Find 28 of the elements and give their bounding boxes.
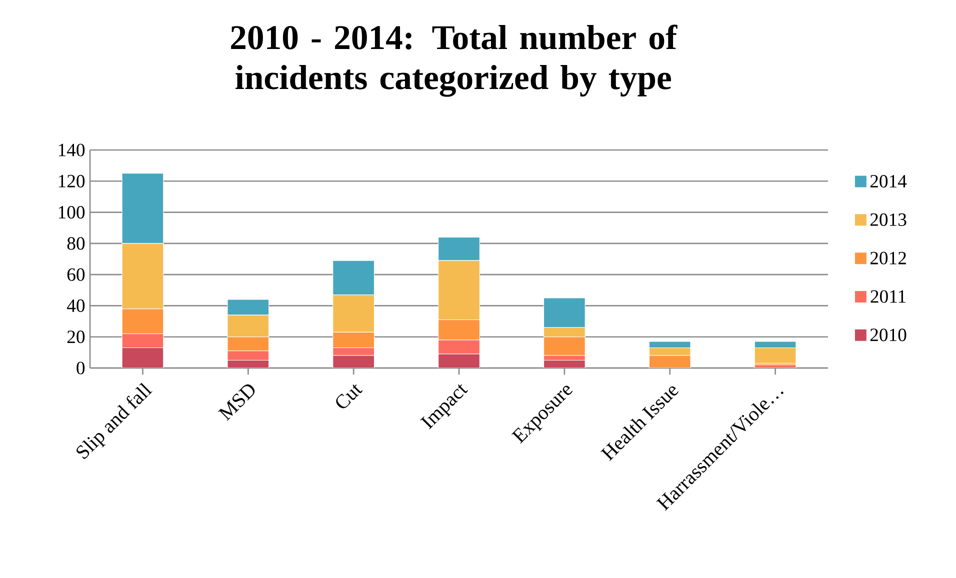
chart-title: 2010 - 2014: Total number of incidents categorized by type xyxy=(231,24,678,97)
y-tick-label: 120 xyxy=(58,174,85,188)
bar xyxy=(543,336,586,356)
legend-label: 2013 xyxy=(870,213,906,226)
y-tick-label: 0 xyxy=(76,362,85,374)
bar xyxy=(227,350,270,360)
y-tick-label: 60 xyxy=(67,268,85,281)
x-tick-label: Slip and fall xyxy=(76,382,152,460)
bar xyxy=(332,332,375,348)
legend-label: 2012 xyxy=(870,252,906,264)
y-tick-label: 100 xyxy=(58,206,85,219)
bar xyxy=(227,336,270,352)
bar xyxy=(122,308,164,334)
bar xyxy=(438,319,480,340)
bar xyxy=(649,356,691,368)
y-tick-label: 140 xyxy=(58,144,85,156)
bar xyxy=(438,340,480,354)
bar xyxy=(122,333,164,348)
bar xyxy=(332,356,374,368)
legend-label: 2014 xyxy=(870,174,907,188)
y-tick-label: 20 xyxy=(67,330,85,344)
x-tick-label: Cut xyxy=(336,384,363,408)
bar xyxy=(122,347,164,368)
y-tick-label: 40 xyxy=(66,299,85,312)
legend-label: 2010 xyxy=(870,328,906,342)
legend-label: 2011 xyxy=(870,290,906,303)
bar xyxy=(438,354,480,368)
y-tick-label: 80 xyxy=(67,237,85,250)
